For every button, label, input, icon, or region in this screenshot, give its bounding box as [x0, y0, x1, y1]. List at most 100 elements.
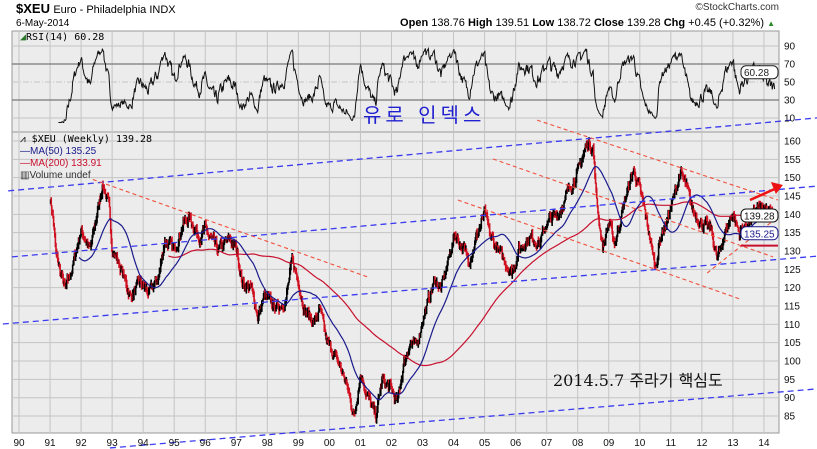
- price-tick-label: 130: [784, 247, 801, 258]
- symbol: $XEU: [16, 1, 50, 16]
- high-label: High: [467, 17, 493, 29]
- ma50-value-pill: 135.25: [740, 226, 779, 241]
- price-tick-label: 95: [784, 375, 796, 386]
- x-tick-label: 00: [324, 438, 336, 449]
- x-tick-label: 11: [666, 438, 677, 449]
- quote-summary: Open 138.76 High 139.51 Low 138.72 Close…: [400, 17, 775, 30]
- blue-trend-line: [8, 117, 817, 192]
- x-tick-label: 06: [510, 438, 522, 449]
- x-tick-label: 02: [386, 438, 398, 449]
- close-value-pill-text: 139.28: [744, 211, 775, 222]
- rsi-label: ◢RSI(14) 60.28: [20, 32, 104, 44]
- x-tick-label: 94: [138, 438, 150, 449]
- red-arrow-head-icon: [770, 182, 783, 195]
- rsi-value-pill-text: 60.28: [744, 68, 769, 79]
- bar-chart-icon: ⩘: [20, 134, 26, 145]
- legend-ma200-text: MA(200) 133.91: [30, 158, 102, 169]
- x-tick-label: 13: [727, 438, 739, 449]
- price-tick-label: 110: [784, 320, 800, 331]
- rsi-value-pill-bg: [740, 65, 779, 80]
- x-tick-label: 03: [417, 438, 429, 449]
- x-tick-label: 90: [13, 438, 25, 449]
- price-tick-label: 155: [784, 155, 801, 166]
- legend-main-text: $XEU (Weekly) 139.28: [31, 134, 153, 145]
- blue-trend-line: [2, 255, 817, 325]
- x-tick-label: 99: [293, 438, 305, 449]
- red-arrow-shaft: [749, 186, 778, 202]
- x-tick-label: 01: [355, 438, 367, 449]
- volume-icon: ▥: [20, 170, 30, 181]
- annotation-note: 2014.5.7 주라기 핵심도: [553, 371, 723, 390]
- red-trend-line: [492, 158, 774, 258]
- legend-ma50-text: MA(50) 135.25: [30, 146, 97, 157]
- rsi-label-text: RSI(14) 60.28: [26, 32, 105, 43]
- ma50-line: [78, 166, 775, 401]
- rsi-value-pill: 60.28: [740, 65, 779, 80]
- x-tick-label: 04: [448, 438, 460, 449]
- low-label: Low: [532, 17, 555, 29]
- low-value: 138.72: [557, 17, 591, 29]
- price-tick-label: 145: [784, 192, 801, 203]
- rsi-tick-label: 50: [784, 78, 796, 89]
- rsi-tick-label: 30: [784, 96, 796, 107]
- price-tick-label: 115: [784, 302, 800, 313]
- x-tick-label: 07: [541, 438, 553, 449]
- price-tick-label: 160: [784, 137, 801, 148]
- price-tick-label: 125: [784, 265, 801, 276]
- close-value: 139.28: [627, 17, 661, 29]
- copyright: ©StockCharts.com: [695, 2, 779, 13]
- close-value-pill: 139.28: [740, 208, 779, 223]
- price-legend: ⩘ $XEU (Weekly) 139.28 —MA(50) 135.25 —M…: [20, 134, 152, 182]
- rsi-tick-label: 70: [784, 60, 796, 71]
- annotation-title-kr: 유로 인덱스: [363, 103, 486, 127]
- red-trend-line: [536, 119, 779, 201]
- price-tick-label: 90: [784, 393, 796, 404]
- legend-volume: ▥Volume undef: [20, 170, 152, 182]
- open-value: 138.76: [431, 17, 465, 29]
- price-tick-label: 135: [784, 228, 801, 239]
- price-tick-label: 120: [784, 283, 801, 294]
- blue-trend-line: [109, 388, 817, 449]
- price-tick-label: 100: [784, 357, 801, 368]
- blue-trend-line: [11, 185, 817, 258]
- ma50-value-pill-bg: [740, 226, 779, 241]
- date: 6-May-2014: [16, 18, 70, 29]
- x-tick-label: 08: [572, 438, 584, 449]
- high-value: 139.51: [495, 17, 530, 29]
- x-tick-label: 14: [758, 438, 770, 449]
- x-tick-label: 98: [262, 438, 274, 449]
- chg-label: Chg: [663, 17, 686, 29]
- x-tick-label: 91: [44, 438, 56, 449]
- legend-volume-text: Volume undef: [29, 170, 91, 181]
- x-tick-label: 96: [200, 438, 212, 449]
- close-value-pill-bg: [740, 208, 779, 223]
- red-trend-line: [457, 199, 741, 300]
- close-label: Close: [593, 17, 624, 29]
- x-tick-label: 09: [603, 438, 615, 449]
- x-tick-label: 97: [231, 438, 243, 449]
- rsi-icon: ◢: [20, 32, 27, 43]
- chg-value: +0.45 (+0.32%): [688, 17, 765, 29]
- rsi-line: [58, 46, 776, 123]
- open-label: Open: [400, 17, 429, 29]
- x-tick-label: 10: [634, 438, 646, 449]
- legend-main: ⩘ $XEU (Weekly) 139.28: [20, 134, 152, 146]
- x-tick-label: 92: [76, 438, 88, 449]
- legend-ma50: —MA(50) 135.25: [20, 146, 97, 157]
- ma50-value-pill-text: 135.25: [744, 229, 775, 240]
- symbol-name: Euro - Philadelphia INDX: [53, 4, 176, 16]
- x-tick-label: 12: [696, 438, 708, 449]
- x-tick-label: 95: [169, 438, 181, 449]
- up-arrow-icon: ▲: [767, 19, 775, 28]
- price-tick-label: 150: [784, 173, 801, 184]
- price-tick-label: 140: [784, 210, 801, 221]
- rsi-tick-label: 90: [784, 42, 796, 53]
- x-tick-label: 05: [479, 438, 491, 449]
- rsi-tick-label: 10: [784, 114, 796, 125]
- header-title: $XEU Euro - Philadelphia INDX: [16, 1, 176, 18]
- ma200-line: [168, 201, 775, 367]
- price-tick-label: 85: [784, 412, 796, 423]
- legend-ma200: —MA(200) 133.91: [20, 158, 102, 169]
- price-tick-label: 105: [784, 338, 801, 349]
